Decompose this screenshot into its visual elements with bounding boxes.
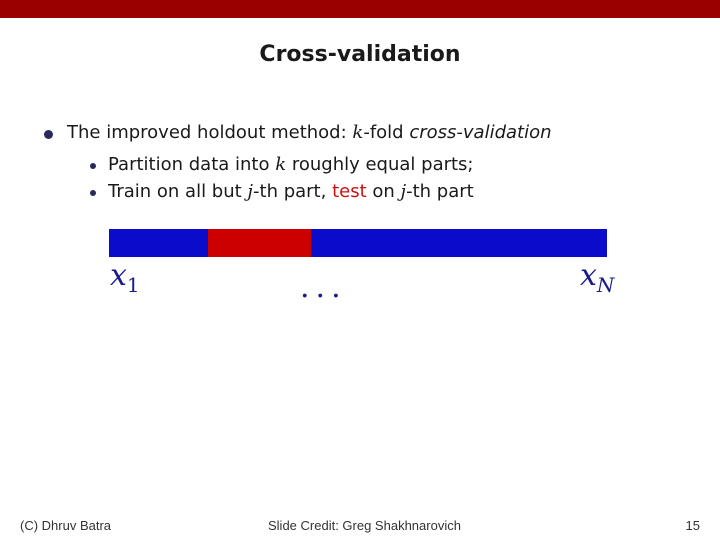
sub2-on: on: [366, 181, 401, 202]
footer-credit: Slide Credit: Greg Shakhnarovich: [268, 518, 461, 533]
math-j: j: [247, 181, 254, 202]
sub1-after: roughly equal parts;: [286, 154, 474, 175]
page-number: 15: [685, 518, 700, 533]
footer-author: (C) Dhruv Batra: [20, 518, 112, 533]
sub-bullet-train: Train on all but j-th part, test on j-th…: [90, 181, 474, 202]
x1-var: x: [110, 258, 127, 293]
bullet-main-prefix: The improved holdout method:: [67, 122, 353, 143]
sub-bullet-dot: [90, 163, 96, 169]
bullet-main-text: The improved holdout method: k-fold cros…: [67, 122, 552, 143]
fold-bar-test: [208, 229, 311, 257]
sub2-mid: -th part,: [253, 181, 333, 202]
fold-bar-train-right: [311, 229, 607, 257]
bullet-dot: [44, 130, 53, 139]
test-word: test: [332, 181, 367, 202]
slide-title: Cross-validation: [259, 42, 461, 67]
ellipsis: ...: [300, 270, 347, 305]
bullet-main-fold: -fold: [363, 122, 410, 143]
bullet-main-emph: cross-validation: [409, 122, 552, 143]
xN-var: x: [580, 258, 597, 293]
sub-bullet-text: Train on all but j-th part, test on j-th…: [108, 181, 474, 202]
label-xN: xN: [580, 258, 614, 297]
xN-sub: N: [596, 273, 615, 297]
bullet-main: The improved holdout method: k-fold cros…: [44, 122, 552, 143]
sub-bullet-dot: [90, 190, 96, 196]
sub1-before: Partition data into: [108, 154, 276, 175]
label-x1: x1: [110, 258, 140, 297]
sub-bullet-partition: Partition data into k roughly equal part…: [90, 154, 474, 175]
x1-sub: 1: [126, 273, 140, 297]
sub-bullet-text: Partition data into k roughly equal part…: [108, 154, 474, 175]
math-j: j: [400, 181, 407, 202]
top-accent-bar: [0, 0, 720, 18]
fold-bar-train-left: [109, 229, 208, 257]
math-k: k: [275, 154, 287, 175]
sub2-after: -th part: [406, 181, 474, 202]
sub2-before: Train on all but: [108, 181, 248, 202]
math-k: k: [352, 122, 364, 143]
